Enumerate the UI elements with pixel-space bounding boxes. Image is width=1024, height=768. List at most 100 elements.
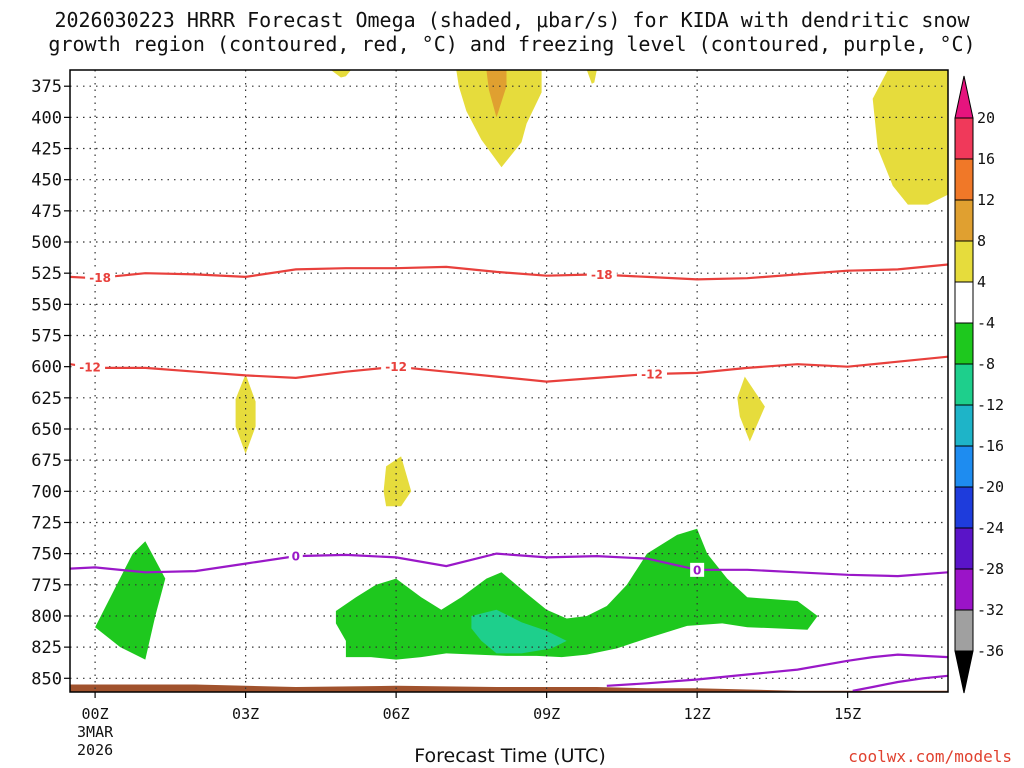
- colorbar-label-11: -28: [977, 560, 1004, 578]
- colorbar-bin-2: [954, 199, 974, 242]
- y-tick-label-550: 550: [31, 295, 62, 315]
- freezing-level-0-label-1: 0: [693, 563, 701, 577]
- freezing-level-1-line: [606, 653, 948, 687]
- y-tick-label-400: 400: [31, 108, 62, 128]
- colorbar-label-13: -36: [977, 642, 1004, 660]
- colorbar-label-10: -24: [977, 519, 1004, 537]
- x-tick-label-03Z: 03Z: [232, 705, 259, 723]
- contour-layer: -18 -18 -12 -12 -12 0 0: [70, 263, 948, 692]
- colorbar-bin-12: [954, 609, 974, 652]
- plot-frame: [69, 69, 949, 693]
- y-tick-label-725: 725: [31, 513, 62, 533]
- colorbar-bin-4: [954, 281, 974, 324]
- dendritic-isotherm-1-label-bg-2: [636, 367, 667, 382]
- omega-area-8: [95, 541, 166, 660]
- y-tick-label-800: 800: [31, 607, 62, 627]
- y-tick-label-600: 600: [31, 358, 62, 378]
- y-tick-label-750: 750: [31, 545, 62, 565]
- colorbar-label-4: 4: [977, 273, 986, 291]
- dendritic-isotherm-0-label-0: -18: [89, 271, 111, 285]
- freezing-level-0-line: [70, 552, 948, 578]
- y-tick-label-575: 575: [31, 327, 62, 347]
- omega-area-9: [335, 528, 818, 660]
- freezing-level-0-label-0: 0: [292, 550, 300, 564]
- colorbar-label-2: 12: [977, 191, 995, 209]
- y-tick-label-700: 700: [31, 482, 62, 502]
- colorbar-label-7: -12: [977, 396, 1004, 414]
- colorbar-bin-5: [954, 322, 974, 365]
- credit-link[interactable]: coolwx.com/models: [848, 747, 1012, 766]
- y-tick-label-375: 375: [31, 77, 62, 97]
- omega-area-10: [471, 609, 567, 654]
- colorbar-label-0: 20: [977, 109, 995, 127]
- x-tick-year: 2026: [77, 741, 113, 759]
- colorbar-label-3: 8: [977, 232, 986, 250]
- x-axis-title: Forecast Time (UTC): [414, 745, 606, 767]
- colorbar-label-5: -4: [977, 314, 995, 332]
- terrain-area: [70, 684, 948, 692]
- x-tick-date: 3MAR: [77, 723, 114, 741]
- y-tick-label-450: 450: [31, 171, 62, 191]
- dendritic-isotherm-0-label-bg-1: [586, 267, 617, 282]
- dendritic-isotherm-1-label-2: -12: [641, 368, 663, 382]
- dendritic-isotherm-1-label-bg-0: [75, 360, 106, 375]
- omega-area-4: [872, 70, 948, 205]
- colorbar-bin-10: [954, 527, 974, 570]
- freezing-level-2-line: [852, 674, 948, 692]
- colorbar-label-9: -20: [977, 478, 1004, 496]
- chart-title-line2: growth region (contoured, red, °C) and f…: [48, 32, 976, 56]
- colorbar-label-12: -32: [977, 601, 1004, 619]
- omega-area-5: [235, 374, 256, 454]
- colorbar-bin-0: [954, 117, 974, 160]
- dendritic-isotherm-0-label-1: -18: [591, 268, 613, 282]
- plot-border: [69, 69, 949, 693]
- x-tick-label-12Z: 12Z: [684, 705, 711, 723]
- y-tick-label-625: 625: [31, 389, 62, 409]
- omega-area-1: [486, 70, 507, 118]
- colorbar-bin-3: [954, 240, 974, 283]
- y-tick-label-675: 675: [31, 451, 62, 471]
- colorbar-bin-9: [954, 486, 974, 529]
- terrain-layer: [70, 684, 948, 692]
- y-tick-label-525: 525: [31, 264, 62, 284]
- y-tick-label-500: 500: [31, 233, 62, 253]
- x-tick-label-09Z: 09Z: [533, 705, 560, 723]
- x-tick-label-00Z: 00Z: [82, 705, 109, 723]
- omega-area-3: [586, 70, 597, 84]
- chart-title-line1: 2026030223 HRRR Forecast Omega (shaded, …: [54, 8, 970, 32]
- omega-area-7: [737, 376, 765, 442]
- colorbar-bottom-extension: [954, 650, 974, 694]
- dendritic-isotherm-1-label-0: -12: [79, 361, 101, 375]
- y-tick-label-475: 475: [31, 202, 62, 222]
- y-tick-label-650: 650: [31, 420, 62, 440]
- colorbar-bin-1: [954, 158, 974, 201]
- y-tick-label-775: 775: [31, 576, 62, 596]
- colorbar: 20 16 12 8 4 -4 -8 -12 -16 -20 -24 -28 -32 -36: [954, 75, 1004, 694]
- colorbar-top-extension: [954, 75, 974, 119]
- colorbar-label-6: -8: [977, 355, 995, 373]
- y-tick-label-850: 850: [31, 669, 62, 689]
- omega-area-2: [330, 70, 351, 78]
- colorbar-bin-8: [954, 445, 974, 488]
- freezing-level-0-label-bg-1: [690, 562, 705, 577]
- colorbar-bin-11: [954, 568, 974, 611]
- omega-area-6: [383, 456, 412, 507]
- omega-fill-layer: [95, 70, 948, 660]
- dendritic-isotherm-1-label-bg-1: [381, 359, 412, 374]
- dendritic-isotherm-1-label-1: -12: [385, 360, 407, 374]
- x-tick-label-06Z: 06Z: [383, 705, 410, 723]
- colorbar-label-8: -16: [977, 437, 1004, 455]
- colorbar-bin-7: [954, 404, 974, 447]
- dendritic-isotherm-0-label-bg-0: [85, 270, 116, 285]
- x-tick-label-15Z: 15Z: [834, 705, 861, 723]
- y-tick-label-425: 425: [31, 140, 62, 160]
- y-tick-label-825: 825: [31, 638, 62, 658]
- colorbar-label-1: 16: [977, 150, 995, 168]
- dendritic-isotherm-1-line: [70, 355, 948, 383]
- dendritic-isotherm-0-line: [70, 263, 948, 281]
- axes-layer: 375 400 425 450 475 500 525 550 575 600 625 650 675 7…: [31, 77, 861, 759]
- omega-area-0: [456, 70, 542, 168]
- colorbar-bin-6: [954, 363, 974, 406]
- freezing-level-0-label-bg-0: [288, 549, 303, 564]
